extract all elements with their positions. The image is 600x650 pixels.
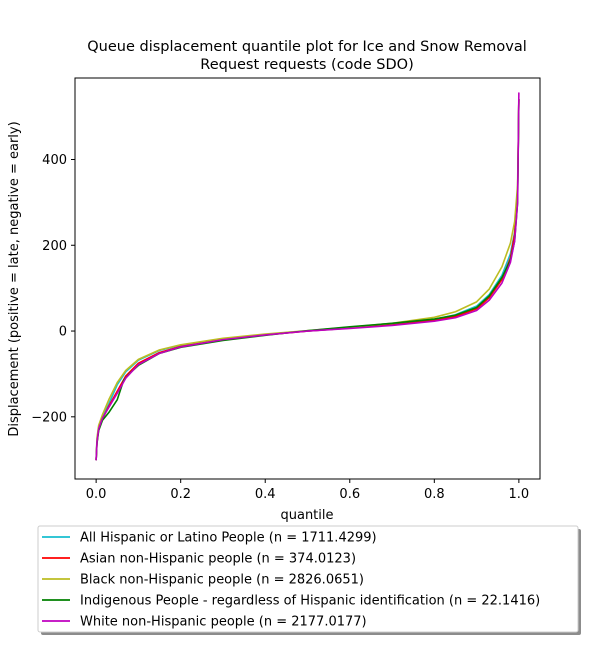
legend: All Hispanic or Latino People (n = 1711.… [37, 525, 581, 635]
x-tick-label: 0.0 [86, 487, 107, 502]
series-line-2 [95, 98, 520, 461]
plot-lines [95, 92, 520, 461]
y-tick-label: 200 [42, 239, 67, 254]
legend-label-1: Asian non-Hispanic people (n = 374.0123) [80, 552, 356, 567]
plot-frame [74, 77, 541, 480]
series-line-0 [95, 98, 520, 461]
legend-label-3: Indigenous People - regardless of Hispan… [80, 594, 540, 609]
y-tick-label: 0 [59, 325, 67, 340]
legend-box [37, 525, 579, 633]
series-line-3 [95, 98, 520, 461]
series-line-4 [95, 92, 520, 461]
series-line-1 [95, 98, 520, 461]
x-tick-label: 0.4 [255, 487, 276, 502]
legend-label-4: White non-Hispanic people (n = 2177.0177… [80, 615, 367, 630]
legend-label-2: Black non-Hispanic people (n = 2826.0651… [80, 573, 364, 588]
y-axis-label: Displacement (positive = late, negative … [7, 121, 22, 436]
y-axis: −200 0 200 400 [31, 153, 75, 425]
x-tick-label: 0.8 [424, 487, 445, 502]
x-axis-label: quantile [280, 508, 333, 523]
x-tick-label: 0.6 [339, 487, 360, 502]
x-axis: 0.0 0.2 0.4 0.6 0.8 1.0 [86, 479, 529, 502]
x-tick-label: 0.2 [170, 487, 191, 502]
chart-title-line1: Queue displacement quantile plot for Ice… [87, 39, 527, 55]
y-tick-label: −200 [31, 410, 67, 425]
y-tick-label: 400 [42, 153, 67, 168]
chart-title-line2: Request requests (code SDO) [200, 57, 413, 73]
legend-label-0: All Hispanic or Latino People (n = 1711.… [80, 531, 377, 546]
x-tick-label: 1.0 [509, 487, 530, 502]
